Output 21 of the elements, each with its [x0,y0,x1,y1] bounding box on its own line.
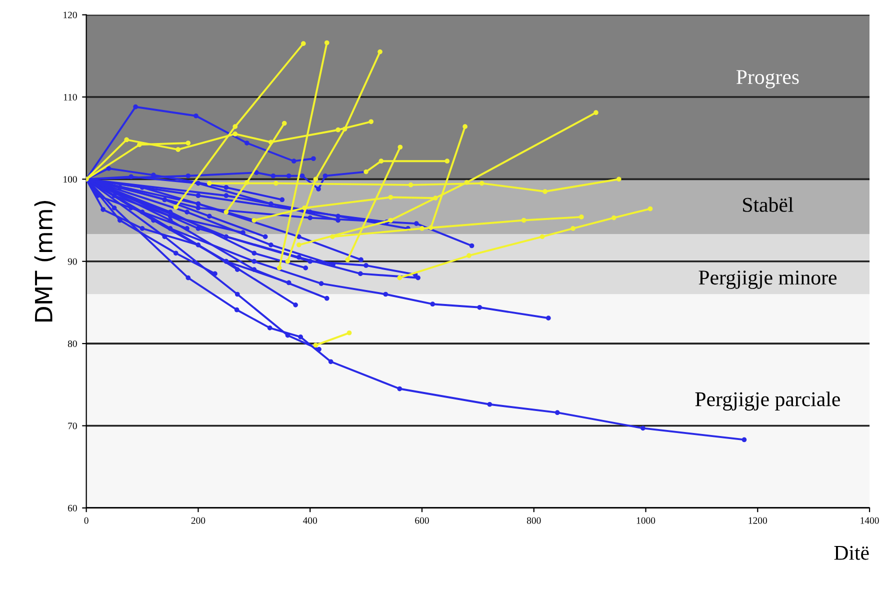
x-tick-label: 400 [303,517,318,524]
y-tick-label: 120 [64,12,77,18]
x-tick-label: 1200 [748,517,767,524]
y-tick-label: 70 [68,422,77,430]
y-axis-title: DMT (mm) [34,200,56,322]
x-tick-label: 1400 [860,517,879,524]
x-axis-title: Ditë [834,546,869,560]
y-tick-label: 110 [64,94,77,100]
band-label: Pergjigje parciale [695,392,840,411]
x-tick-label: 0 [84,517,88,524]
y-tick-label: 80 [68,340,77,348]
y-tick-label: 60 [68,504,77,512]
band-label: Pergjigje minore [698,270,837,289]
band-label: Stabël [743,197,794,212]
x-tick-label: 1000 [636,517,656,524]
band-label: Progres [736,70,799,88]
y-tick-label: 90 [68,258,77,265]
y-tick-label: 100 [64,176,77,183]
x-tick-label: 600 [415,517,429,524]
x-tick-label: 200 [191,517,206,524]
x-tick-label: 800 [526,517,541,524]
